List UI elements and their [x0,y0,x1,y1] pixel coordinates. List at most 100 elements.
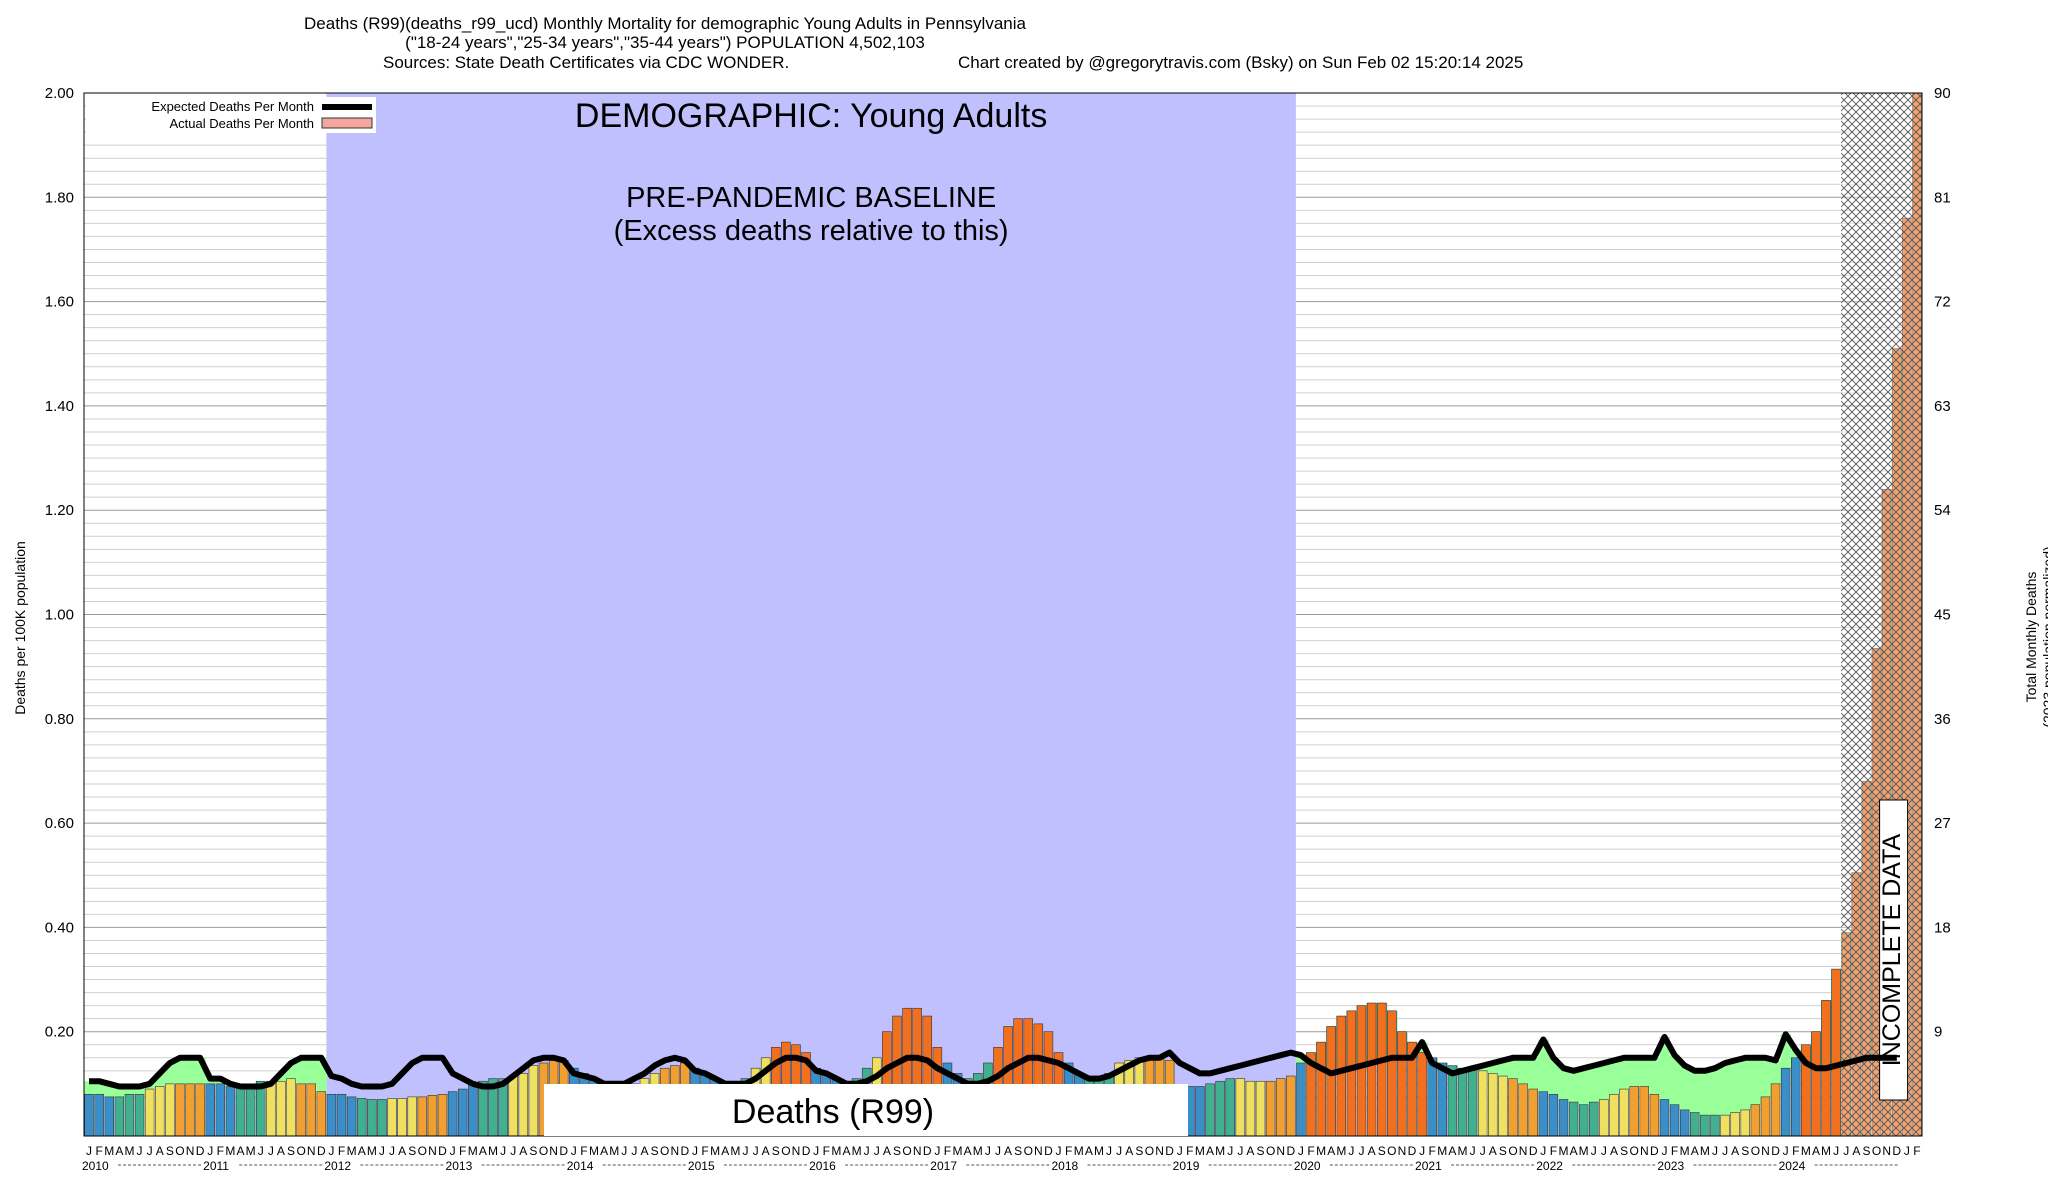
baseline-label-line1: PRE-PANDEMIC BASELINE [626,182,996,214]
actual-deaths-bar [528,1065,539,1137]
excess-area-segment [174,1057,186,1084]
x-month-label: S [1014,1144,1022,1158]
actual-deaths-bar [1690,1112,1700,1137]
x-month-label: A [1691,1144,1699,1158]
x-month-label: M [347,1144,357,1158]
y-tick-label-right: 45 [1934,607,1951,624]
y-tick-label-right: 27 [1934,815,1951,832]
x-month-label: J [742,1144,748,1158]
x-month-label: S [1135,1144,1143,1158]
x-month-label: J [268,1144,274,1158]
actual-deaths-bar [1609,1093,1619,1137]
x-month-label: A [519,1144,527,1158]
actual-deaths-bar [94,1093,104,1137]
actual-deaths-bar [1508,1078,1518,1137]
x-month-label: A [277,1144,285,1158]
x-month-label: M [1579,1144,1589,1158]
x-month-label: M [1094,1144,1104,1158]
x-month-label: N [1034,1144,1043,1158]
x-year-label: 2022 [1536,1159,1563,1173]
legend-expected-label: Expected Deaths Per Month [151,99,314,114]
excess-area-segment [134,1086,146,1095]
x-month-label: J [753,1144,759,1158]
y-tick-label-left: 1.00 [45,607,74,624]
x-month-label: M [1316,1144,1326,1158]
demographic-label: DEMOGRAPHIC: Young Adults [575,97,1047,135]
x-year-label: 2023 [1657,1159,1684,1173]
x-month-label: D [1650,1144,1659,1158]
actual-deaths-bar [225,1086,236,1137]
x-month-label: O [660,1144,669,1158]
x-month-label: J [328,1144,334,1158]
actual-deaths-bar [326,1093,337,1137]
x-month-label: J [86,1144,92,1158]
x-month-label: S [1257,1144,1265,1158]
x-month-label: S [893,1144,901,1158]
y-tick-label-left: 1.40 [45,398,74,415]
x-month-label: F [1671,1144,1678,1158]
x-month-label: N [1398,1144,1407,1158]
actual-deaths-bar [205,1083,215,1137]
actual-deaths-bar [417,1096,428,1137]
x-month-label: M [710,1144,720,1158]
excess-area-segment [1548,1057,1559,1095]
x-month-label: M [589,1144,599,1158]
excess-area-segment [306,1057,317,1084]
x-month-label: J [379,1144,385,1158]
excess-area-segment [1598,1062,1610,1100]
x-month-label: J [621,1144,627,1158]
actual-deaths-bar [1578,1104,1589,1137]
x-month-label: J [874,1144,880,1158]
excess-area-segment [1558,1068,1570,1100]
deaths-label-box [544,1084,1188,1136]
x-month-label: A [1368,1144,1376,1158]
actual-deaths-bar [1548,1093,1559,1137]
x-month-label: J [389,1144,395,1158]
excess-area-segment [1699,1070,1711,1116]
x-month-label: O [418,1144,427,1158]
x-month-label: M [124,1144,134,1158]
x-month-label: J [864,1144,870,1158]
x-month-label: N [186,1144,195,1158]
x-month-label: J [258,1144,264,1158]
legend-actual-label: Actual Deaths Per Month [169,116,314,131]
excess-area-segment [1528,1057,1539,1090]
excess-area-segment [1730,1060,1741,1113]
excess-area-segment [1507,1057,1519,1079]
x-month-label: N [1640,1144,1649,1158]
x-month-label: A [115,1144,123,1158]
x-month-label: F [338,1144,345,1158]
x-year-label: 2021 [1415,1159,1442,1173]
x-month-label: F [823,1144,830,1158]
excess-area-segment [1538,1039,1549,1092]
x-month-label: F [1550,1144,1557,1158]
excess-area-segment [164,1062,176,1084]
actual-deaths-bar [1265,1080,1276,1137]
x-month-label: J [1106,1144,1112,1158]
x-month-label: F [1065,1144,1072,1158]
x-month-label: M [367,1144,377,1158]
excess-area-segment [1487,1062,1499,1074]
actual-deaths-bar [397,1098,407,1137]
x-month-label: A [1004,1144,1012,1158]
x-month-label: S [772,1144,780,1158]
x-month-label: A [1610,1144,1618,1158]
x-month-label: J [207,1144,213,1158]
x-year-label: 2019 [1173,1159,1200,1173]
x-month-label: M [1700,1144,1710,1158]
actual-deaths-bar [1740,1109,1751,1137]
x-year-label: 2017 [930,1159,957,1173]
x-month-label: D [317,1144,326,1158]
x-month-label: M [730,1144,740,1158]
actual-deaths-bar [1427,1057,1437,1137]
y-tick-label-right: 18 [1934,919,1951,936]
actual-deaths-bar [367,1099,377,1137]
x-month-label: N [792,1144,801,1158]
baseline-label-line2: (Excess deaths relative to this) [614,215,1009,247]
actual-deaths-bar [154,1086,165,1137]
actual-deaths-bar [1639,1086,1650,1137]
actual-deaths-bar [1195,1086,1205,1137]
actual-deaths-bar [457,1088,468,1137]
actual-deaths-bar [1356,1005,1367,1137]
chart-credit: Chart created by @gregorytravis.com (Bsk… [958,53,1524,72]
